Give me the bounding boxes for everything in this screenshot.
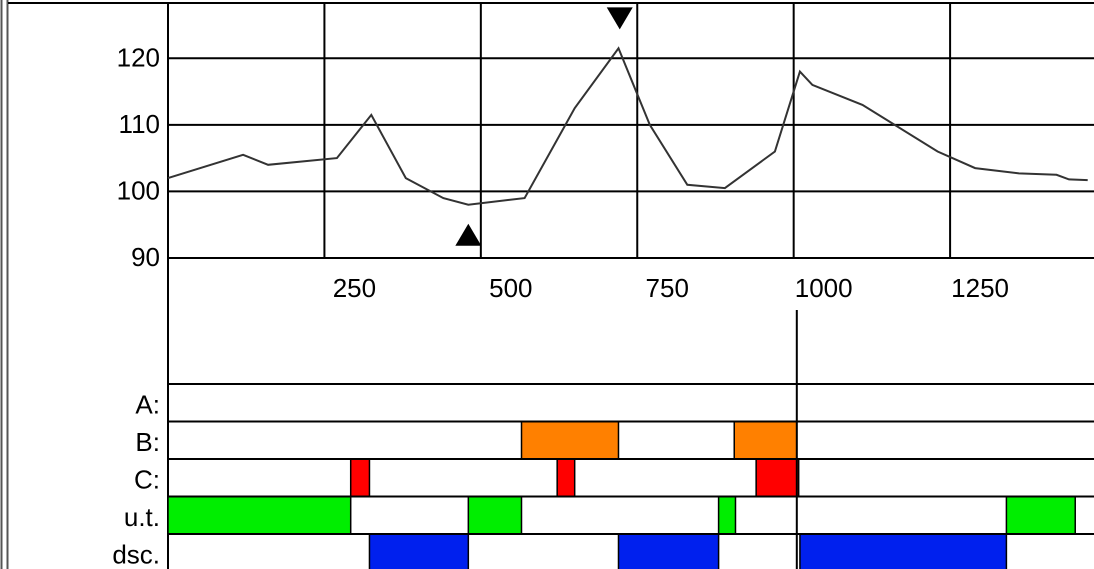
data-series [167, 46, 1088, 206]
peak-markers [455, 7, 633, 246]
grid-lines [168, 3, 1094, 258]
trough-marker-up [455, 223, 482, 246]
y-tick-label: 90 [131, 242, 160, 272]
track-segment [167, 495, 352, 535]
y-tick-label: 110 [119, 109, 160, 139]
track-label: dsc. [112, 540, 160, 569]
track-segment [717, 495, 737, 535]
track-segment [467, 495, 523, 535]
track-label: A: [135, 390, 160, 420]
track-segment [556, 458, 576, 498]
track-segment [368, 533, 470, 569]
peak-marker-down [606, 7, 633, 30]
track-segment [755, 458, 800, 498]
track-segment [799, 533, 1008, 569]
x-tick-label: 750 [646, 273, 689, 303]
y-tick-label: 120 [117, 42, 160, 72]
track-segment [733, 420, 798, 460]
track-segment [617, 533, 720, 569]
x-axis-ticks: 250 500 750 1000 1250 [333, 273, 1009, 303]
annotation-tracks [167, 383, 1094, 569]
x-tick-label: 250 [333, 273, 376, 303]
y-axis-ticks: 120 110 100 90 [117, 42, 160, 272]
track-segment [520, 420, 620, 460]
x-tick-label: 500 [489, 273, 532, 303]
track-label: B: [135, 427, 160, 457]
x-tick-label: 1250 [951, 273, 1009, 303]
track-label: C: [134, 465, 160, 495]
track-label: u.t. [124, 502, 160, 532]
track-segment [349, 458, 371, 498]
x-tick-label: 1000 [795, 273, 853, 303]
y-tick-label: 100 [117, 175, 160, 205]
track-labels: A: B: C: u.t. dsc. [112, 390, 160, 569]
series-line [167, 46, 1088, 206]
track-segment [1005, 495, 1076, 535]
